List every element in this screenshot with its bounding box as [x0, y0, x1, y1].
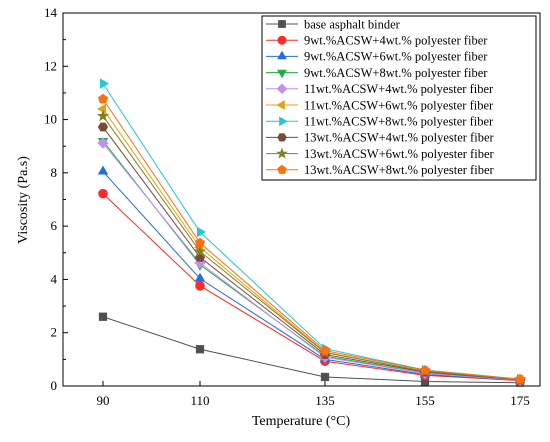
series-2 [98, 188, 525, 386]
legend-entry: 11wt.%ACSW+6wt.% polyester fiber [266, 98, 494, 112]
x-tick-label: 135 [315, 393, 335, 408]
y-axis-title: Viscosity (Pa.s) [16, 156, 31, 244]
data-point [97, 137, 109, 149]
legend-marker [277, 164, 287, 174]
legend-marker [276, 147, 288, 159]
legend-label: 9wt.%ACSW+6wt.% polyester fiber [304, 50, 488, 64]
legend-marker [278, 20, 286, 28]
legend-label: 11wt.%ACSW+8wt.% polyester fiber [304, 115, 494, 129]
legend-label: base asphalt binder [304, 17, 401, 31]
data-point [98, 312, 108, 321]
legend-label: 11wt.%ACSW+4wt.% polyester fiber [304, 82, 494, 96]
y-axis: 0 2 4 6 8 10 12 14 [44, 5, 68, 393]
y-tick-label: 10 [44, 112, 57, 127]
data-point [194, 272, 206, 282]
x-tick-label: 90 [97, 393, 110, 408]
legend-marker [277, 69, 287, 79]
legend-label: 9wt.%ACSW+8wt.% polyester fiber [304, 66, 488, 80]
data-point [319, 345, 331, 355]
legend-label: 11wt.%ACSW+6wt.% polyester fiber [304, 98, 494, 112]
legend-label: 9wt.%ACSW+4wt.% polyester fiber [304, 34, 488, 48]
y-tick-label: 12 [44, 58, 57, 73]
legend-marker [277, 35, 287, 45]
legend-entry: 11wt.%ACSW+4wt.% polyester fiber [266, 82, 494, 96]
x-tick-label: 155 [415, 393, 435, 408]
legend-label: 13wt.%ACSW+4wt.% polyester fiber [304, 131, 494, 145]
legend-entry: 9wt.%ACSW+4wt.% polyester fiber [266, 34, 488, 48]
data-point [96, 103, 106, 115]
legend-entry: 13wt.%ACSW+6wt.% polyester fiber [266, 147, 494, 161]
data-point [194, 257, 206, 269]
data-point [320, 372, 330, 382]
x-tick-label: 110 [190, 393, 209, 408]
y-tick-label: 6 [51, 218, 58, 233]
data-point [97, 93, 109, 104]
data-point [100, 78, 110, 89]
legend-box [261, 15, 537, 181]
legend-entry: 13wt.%ACSW+4wt.% polyester fiber [266, 131, 494, 145]
y-tick-label: 8 [51, 165, 58, 180]
legend-label: 13wt.%ACSW+6wt.% polyester fiber [304, 147, 494, 161]
x-axis-title: Temperature (°C) [252, 414, 351, 429]
data-point [195, 281, 205, 291]
data-point [98, 188, 108, 199]
series-10 [97, 93, 526, 384]
data-point [97, 122, 109, 132]
series-line [102, 193, 521, 382]
data-point [195, 345, 205, 354]
legend: base asphalt binder 9wt.%ACSW+4wt.% polye… [261, 15, 537, 181]
x-axis: 90 110 135 155 175 [97, 381, 530, 408]
legend-marker [279, 116, 288, 127]
y-tick-label: 0 [51, 378, 58, 393]
y-tick-label: 14 [44, 5, 58, 20]
data-point [514, 374, 526, 384]
y-tick-label: 2 [51, 325, 58, 340]
legend-marker [277, 133, 287, 142]
x-tick-label: 175 [510, 393, 530, 408]
data-point [96, 109, 110, 122]
legend-marker [276, 83, 288, 95]
series-layer [96, 78, 527, 387]
y-tick-label: 4 [51, 271, 58, 286]
legend-entry: 13wt.%ACSW+8wt.% polyester fiber [266, 163, 494, 177]
data-point [97, 165, 109, 175]
data-point [193, 244, 207, 257]
legend-entry: 11wt.%ACSW+8wt.% polyester fiber [266, 115, 494, 129]
legend-marker [277, 50, 287, 60]
legend-entry: 9wt.%ACSW+8wt.% polyester fiber [266, 66, 488, 80]
data-point [194, 237, 206, 248]
legend-marker [276, 100, 285, 110]
legend-entry: base asphalt binder [266, 17, 401, 31]
data-point [197, 226, 206, 238]
legend-entry: 9wt.%ACSW+6wt.% polyester fiber [266, 50, 488, 64]
data-point [419, 364, 431, 375]
legend-label: 13wt.%ACSW+8wt.% polyester fiber [304, 163, 494, 177]
